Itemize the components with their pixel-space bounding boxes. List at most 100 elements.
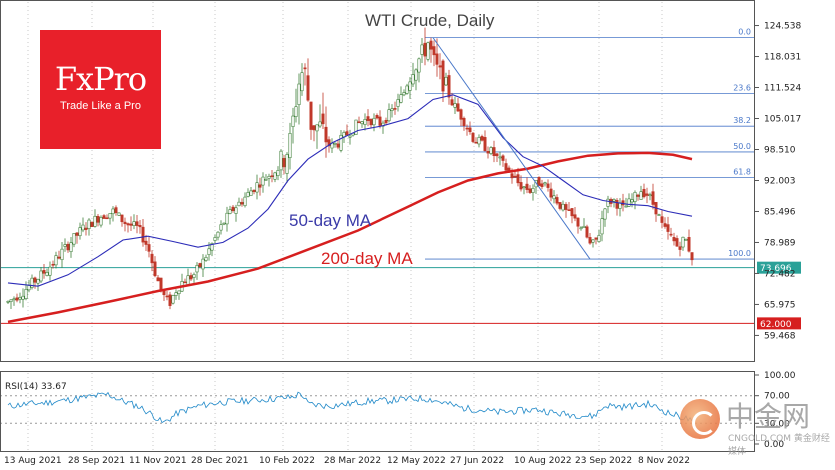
candle-body: [243, 196, 247, 207]
candle-body: [210, 243, 214, 251]
candle-body: [363, 119, 367, 125]
rsi-tick-label: 30.00: [764, 419, 790, 429]
x-tick-label: 11 Nov 2021: [129, 456, 187, 466]
logo-tagline: Trade Like a Pro: [60, 100, 141, 112]
candle-body: [366, 116, 370, 121]
candle-body: [111, 208, 115, 215]
candle-body: [255, 182, 259, 193]
candle-body: [513, 175, 517, 178]
candle-body: [312, 125, 316, 131]
candle-body: [642, 188, 646, 198]
candle-body: [300, 72, 304, 92]
candle-body: [132, 221, 136, 226]
candle-body: [54, 255, 58, 266]
candle-body: [471, 132, 475, 142]
candle-body: [207, 248, 211, 255]
rsi-line: [7, 391, 693, 424]
candle-body: [429, 40, 433, 50]
candle-body: [57, 256, 61, 259]
candle-body: [597, 235, 601, 242]
candle-body: [288, 133, 292, 158]
axes: 124.538 118.031 111.524 105.017 98.510 92.003…: [0, 0, 801, 466]
candle-body: [477, 137, 481, 145]
candle-body: [543, 182, 547, 185]
candle-body: [594, 237, 598, 240]
candle-body: [603, 208, 607, 220]
candle-body: [12, 298, 16, 301]
candle-body: [297, 83, 301, 105]
candle-body: [390, 108, 394, 111]
price-level-tag-label: 73.696: [760, 264, 792, 274]
candle-body: [567, 209, 571, 212]
horizontal-levels: 73.696 62.000: [0, 261, 801, 330]
candle-body: [24, 289, 28, 299]
candle-body: [339, 134, 343, 151]
candle-body: [78, 227, 82, 237]
candle-body: [30, 277, 34, 288]
candle-body: [504, 163, 508, 171]
candle-body: [6, 301, 10, 303]
candle-body: [237, 201, 241, 207]
candle-body: [336, 143, 340, 148]
fxpro-logo: FxPro Trade Like a Pro: [40, 30, 161, 149]
candle-body: [240, 202, 244, 205]
candle-body: [222, 222, 226, 225]
rsi-tick-label: 70.00: [764, 392, 790, 402]
price-frame: [0, 0, 755, 362]
candle-body: [675, 238, 679, 247]
candle-body: [405, 85, 409, 94]
candle-body: [420, 44, 424, 55]
candle-body: [192, 274, 196, 278]
candle-body: [150, 253, 154, 264]
price-level-tag: [757, 261, 801, 274]
candle-body: [510, 173, 514, 179]
candle-body: [684, 239, 688, 241]
candle-body: [45, 272, 49, 276]
candle-body: [231, 206, 235, 212]
candle-body: [96, 215, 100, 223]
candle-body: [480, 136, 484, 141]
candle-body: [645, 193, 649, 196]
candle-body: [612, 199, 616, 202]
candle-body: [570, 208, 574, 217]
y-tick-label: 105.017: [764, 115, 801, 125]
rsi-panel: 100.00 70.00 30.00 0.00: [0, 371, 796, 450]
candle-body: [72, 233, 76, 245]
candle-body: [75, 232, 79, 236]
candle-body: [126, 223, 130, 226]
candle-body: [276, 170, 280, 176]
candle-body: [228, 209, 232, 214]
candle-body: [495, 153, 499, 157]
candle-body: [384, 119, 388, 124]
watermark-cn: 中金网: [726, 400, 811, 433]
candle-body: [279, 150, 283, 171]
candle-body: [273, 172, 277, 180]
candle-body: [66, 243, 70, 251]
candle-body: [666, 224, 670, 232]
candle-body: [291, 115, 295, 127]
rsi-tick-label: 100.00: [764, 371, 796, 381]
candle-body: [258, 184, 262, 188]
candle-body: [576, 217, 580, 227]
candle-body: [636, 194, 640, 197]
candle-body: [396, 99, 400, 107]
fib-level-label: 0.0: [738, 28, 751, 37]
candle-body: [606, 198, 610, 207]
x-tick-label: 23 Sep 2022: [575, 456, 632, 466]
candle-body: [333, 142, 337, 145]
candle-body: [39, 270, 43, 282]
candle-body: [630, 199, 634, 203]
logo-name: FxPro: [54, 60, 147, 98]
candle-body: [147, 244, 151, 252]
candle-body: [135, 221, 139, 226]
cngold-watermark: 中金网 CNGOLD.COM 黄金财经媒体: [676, 395, 834, 457]
candle-body: [216, 231, 220, 238]
candle-body: [177, 290, 181, 295]
candle-body: [354, 119, 358, 135]
candle-body: [234, 207, 238, 214]
candle-body: [549, 188, 553, 198]
candle-body: [99, 217, 103, 226]
candle-body: [516, 174, 520, 184]
candle-body: [627, 198, 631, 207]
x-tick-label: 12 May 2022: [387, 456, 446, 466]
